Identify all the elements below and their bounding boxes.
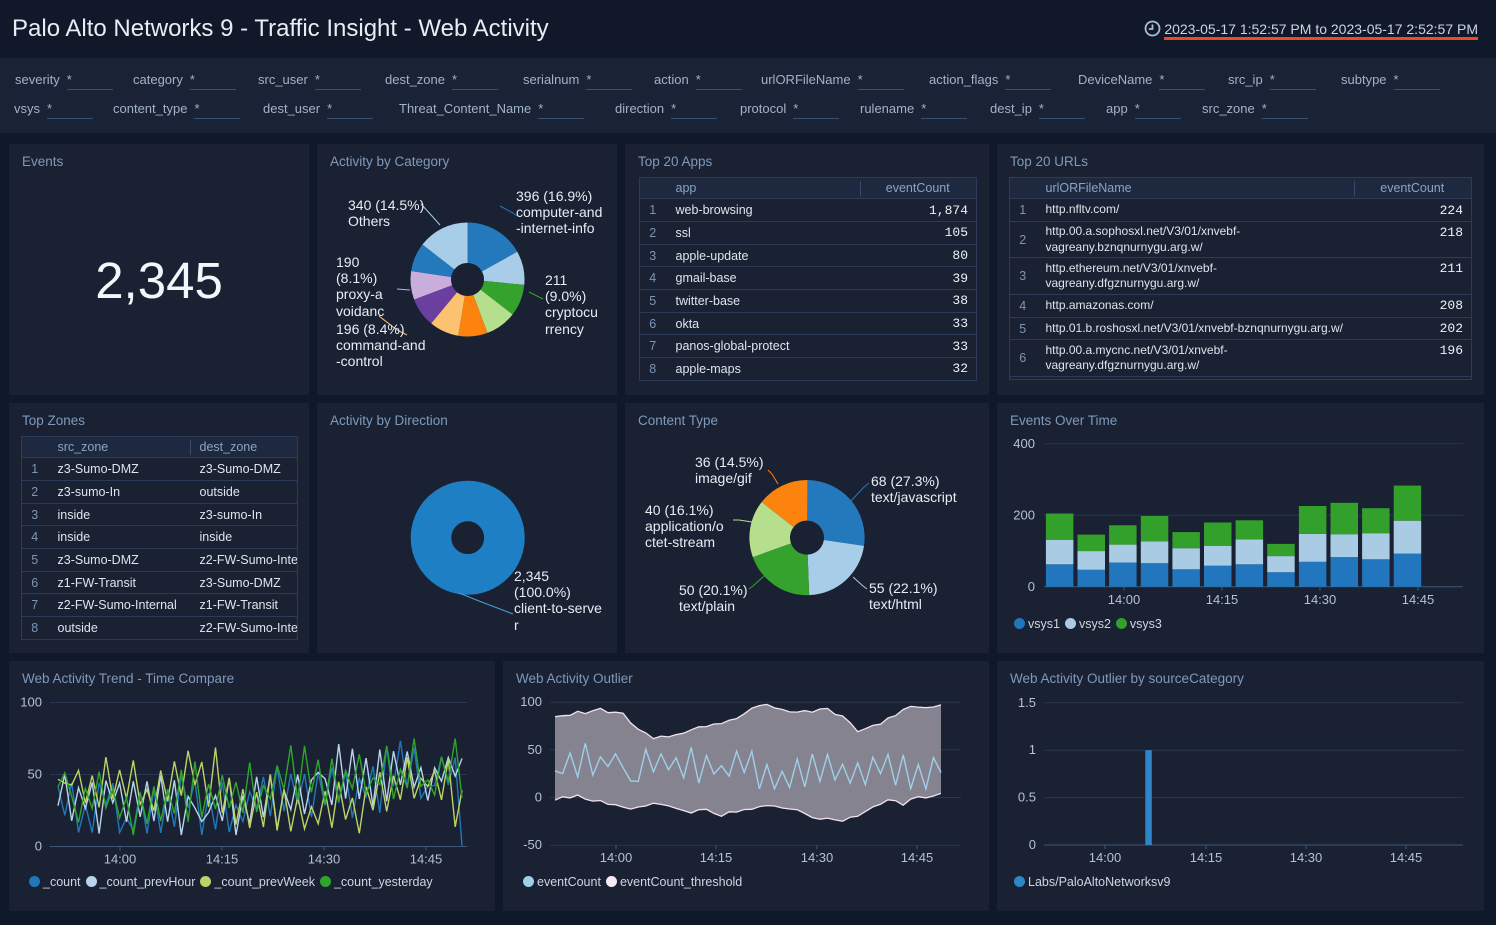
svg-text:0: 0: [35, 839, 42, 854]
svg-text:14:30: 14:30: [1304, 592, 1337, 607]
svg-text:0: 0: [535, 790, 542, 805]
svg-text:14:45: 14:45: [901, 850, 934, 865]
svg-text:14:45: 14:45: [1402, 592, 1435, 607]
svg-text:14:00: 14:00: [1089, 850, 1122, 865]
svg-text:14:15: 14:15: [1206, 592, 1239, 607]
svg-text:14:00: 14:00: [1108, 592, 1141, 607]
svg-text:14:30: 14:30: [308, 852, 341, 867]
svg-text:50: 50: [528, 742, 542, 757]
svg-text:14:00: 14:00: [600, 850, 633, 865]
svg-text:14:45: 14:45: [410, 852, 443, 867]
svg-text:0.5: 0.5: [1018, 790, 1036, 805]
svg-text:14:15: 14:15: [700, 850, 733, 865]
svg-text:14:30: 14:30: [801, 850, 834, 865]
svg-text:400: 400: [1013, 436, 1035, 451]
svg-text:100: 100: [20, 695, 42, 710]
svg-text:50: 50: [28, 767, 42, 782]
svg-text:0: 0: [1028, 579, 1035, 594]
svg-text:14:45: 14:45: [1390, 850, 1423, 865]
svg-text:-50: -50: [523, 837, 542, 852]
svg-text:100: 100: [520, 694, 542, 709]
svg-text:200: 200: [1013, 507, 1035, 522]
svg-text:1: 1: [1029, 742, 1036, 757]
svg-text:14:15: 14:15: [1190, 850, 1223, 865]
svg-text:14:15: 14:15: [206, 852, 239, 867]
svg-text:0: 0: [1029, 837, 1036, 852]
svg-text:1.5: 1.5: [1018, 695, 1036, 710]
svg-text:14:30: 14:30: [1290, 850, 1323, 865]
svg-text:14:00: 14:00: [104, 852, 137, 867]
